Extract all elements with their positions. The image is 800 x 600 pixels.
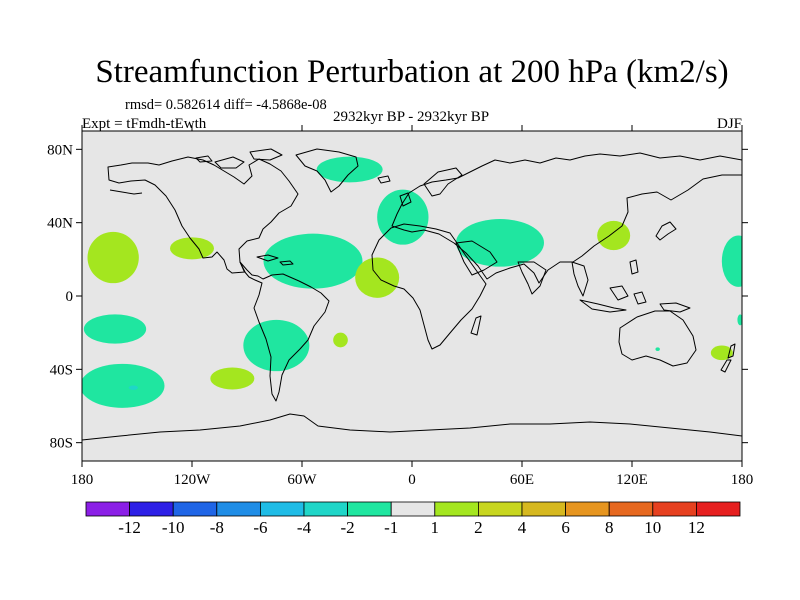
colorbar-swatch [259,501,305,517]
colorbar-label: -8 [210,518,224,537]
colorbar-swatch [434,501,479,517]
coast-greenland [295,148,359,193]
y-tick-label: 40N [47,216,73,232]
anomaly-region [210,367,255,390]
coast-madagascar [470,315,482,336]
y-tick-label: 80S [50,436,73,452]
coast-south-america [239,261,330,402]
coast-southeast-asia [571,261,647,313]
coastlines [82,148,742,441]
anomaly-region [87,231,139,284]
colorbar-label: -4 [297,518,312,537]
coast-antarctica [82,413,742,441]
coast-eurasia [391,152,742,284]
colorbar-label: 2 [474,518,483,537]
coast-aleutians [109,189,143,195]
coast-australia [618,310,697,367]
x-tick-label: 120W [174,472,212,488]
colorbar-swatch [652,501,697,517]
y-tick-label: 0 [66,289,74,305]
anomaly-region [377,189,429,245]
period-label: 2932kyr BP - 2932kyr BP [333,109,489,125]
coast-arctic-islands [195,148,283,169]
y-axis: 80N 40N 0 40S 80S [47,142,748,452]
colorbar-label: 6 [561,518,570,537]
x-tick-label: 120E [616,472,648,488]
anomaly-layer [82,156,742,408]
colorbar-swatch [477,501,523,517]
colorbar-swatch [390,501,436,517]
anomaly-region [263,233,363,289]
colorbar-swatch [303,501,348,517]
coast-caribbean [256,254,294,266]
colorbar-label: -2 [341,518,355,537]
coast-africa [371,223,487,350]
anomaly-region [456,219,544,267]
colorbar-swatch [565,501,610,517]
colorbar-label: 12 [688,518,705,537]
coast-new-zealand [720,343,736,373]
coast-scandinavia [423,167,463,197]
season-label: DJF [717,116,742,132]
anomaly-region [710,345,733,361]
colorbar-swatch [172,501,218,517]
coast-new-guinea [659,302,691,313]
colorbar-swatch [85,501,130,517]
anomaly-region [355,257,400,298]
colorbar-label: 1 [431,518,440,537]
anomaly-region [721,235,742,287]
anomaly-region [333,332,348,348]
colorbar-swatch [216,501,261,517]
y-tick-label: 40S [50,362,73,378]
map-background [82,131,742,461]
anomaly-region [655,347,660,351]
coast-india [517,261,547,295]
anomaly-region [128,385,138,390]
colorbar-label: -12 [118,518,141,537]
colorbar-label: 8 [605,518,614,537]
anomaly-region [82,363,165,408]
anomaly-region [737,314,742,326]
anomaly-region [243,319,310,372]
x-tick-label: 180 [731,472,754,488]
y-tick-label: 80N [47,142,73,158]
x-tick-label: 60W [287,472,317,488]
stats-label: rmsd= 0.582614 diff= -4.5868e-08 [125,97,327,113]
colorbar-swatch [608,501,654,517]
colorbar-label: -1 [384,518,398,537]
coast-japan [629,221,677,275]
anomaly-region [83,314,147,344]
x-tick-label: 180 [71,472,94,488]
colorbar-label: -10 [162,518,185,537]
colorbar-swatch [521,501,566,517]
x-tick-label: 60E [510,472,534,488]
coast-arabia [455,240,498,276]
anomaly-region [597,220,631,251]
colorbar-swatch [347,501,392,517]
colorbar-label: 10 [644,518,661,537]
colorbar-swatch [696,501,741,517]
coast-british-isles [377,175,412,207]
colorbar-label: -6 [253,518,267,537]
chart-title: Streamfunction Perturbation at 200 hPa (… [95,54,728,90]
x-axis: 180 120W 60W 0 60E 120E 180 [71,125,754,488]
colorbar-swatch [129,501,174,517]
experiment-label: Expt = tFmdh-tEwth [82,116,207,132]
anomaly-region [316,156,383,183]
colorbar: -12 -10 -8 -6 -4 -2 -1 1 2 4 6 8 10 12 [85,501,741,537]
anomaly-region [170,237,214,260]
x-tick-label: 0 [408,472,416,488]
colorbar-label: 4 [518,518,527,537]
